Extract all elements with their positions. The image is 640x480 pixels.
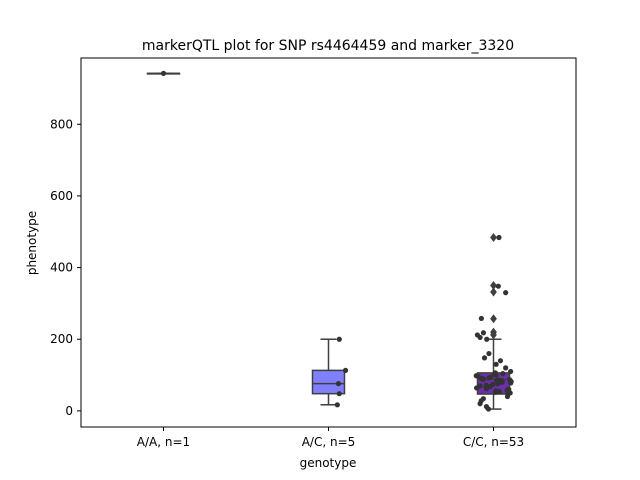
- data-point: [503, 365, 509, 371]
- data-point: [493, 361, 499, 367]
- data-point: [493, 372, 499, 378]
- data-point: [495, 283, 501, 289]
- data-point: [342, 367, 349, 373]
- data-point: [486, 350, 492, 357]
- x-tick-label: A/A, n=1: [137, 435, 190, 449]
- plot-area: 0 200 400 600 800 A/A, n=1 A/C, n=5 C/C, n=53: [50, 57, 577, 449]
- outlier-marker: [490, 330, 497, 340]
- data-point: [508, 368, 514, 375]
- data-point: [483, 386, 490, 392]
- data-point: [334, 402, 340, 408]
- x-tick-label: C/C, n=53: [463, 435, 524, 449]
- data-point: [492, 389, 499, 395]
- x-axis-label: genotype: [300, 456, 357, 470]
- box: [311, 369, 346, 395]
- y-tick-label: 200: [50, 332, 73, 346]
- chart-title: markerQTL plot for SNP rs4464459 and mar…: [142, 38, 514, 54]
- y-tick-label: 600: [50, 189, 73, 203]
- data-point: [336, 336, 342, 342]
- data-point: [508, 380, 514, 386]
- data-point: [480, 376, 486, 382]
- data-point: [496, 234, 502, 241]
- y-tick-label: 800: [50, 117, 73, 131]
- y-tick-label: 400: [50, 261, 73, 275]
- data-point: [504, 393, 511, 400]
- data-point: [503, 290, 509, 296]
- y-axis-label: phenotype: [25, 211, 39, 275]
- outlier-marker: [490, 232, 497, 242]
- data-point: [480, 330, 487, 336]
- outlier-marker: [490, 314, 497, 324]
- data-point: [336, 391, 342, 397]
- data-point: [485, 406, 492, 412]
- x-tick-label: A/C, n=5: [302, 435, 356, 449]
- data-point: [495, 381, 501, 387]
- data-point: [335, 381, 342, 387]
- data-point: [478, 315, 484, 322]
- data-point: [486, 375, 492, 381]
- data-point: [500, 371, 506, 377]
- data-point: [477, 334, 483, 341]
- data-point: [473, 385, 480, 391]
- data-point: [160, 70, 167, 77]
- data-point: [497, 358, 504, 364]
- data-point: [481, 355, 488, 361]
- y-tick-label: 0: [65, 404, 73, 418]
- data-point: [484, 336, 490, 342]
- outlier-marker: [490, 280, 497, 290]
- data-point: [499, 379, 505, 385]
- outlier-marker: [490, 287, 497, 297]
- data-point: [477, 401, 483, 407]
- data-point: [496, 388, 502, 395]
